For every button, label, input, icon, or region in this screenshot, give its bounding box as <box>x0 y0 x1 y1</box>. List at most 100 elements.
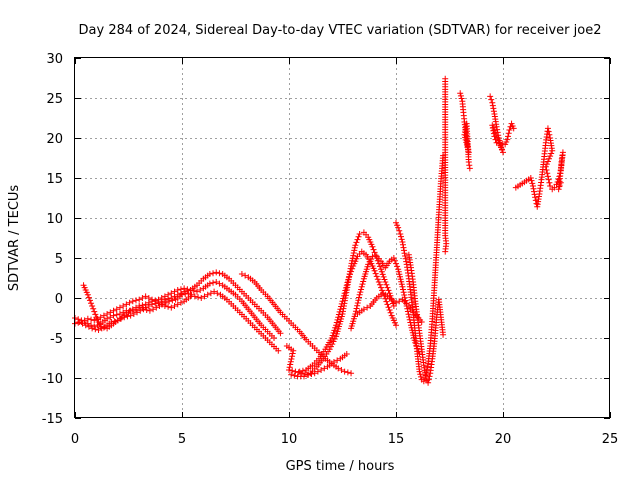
data-point-marker <box>166 298 173 305</box>
data-point-marker <box>132 297 139 304</box>
data-point-marker <box>383 281 390 288</box>
y-tick-label: 20 <box>46 132 63 147</box>
data-point-marker <box>123 301 130 308</box>
data-point-marker <box>371 267 378 274</box>
data-point-marker <box>494 126 501 133</box>
data-point-marker <box>420 378 427 385</box>
data-point-marker <box>318 367 325 373</box>
data-point-marker <box>339 298 346 305</box>
data-point-marker <box>366 258 373 265</box>
data-point-marker <box>75 319 82 326</box>
data-point-marker <box>385 304 392 311</box>
data-point-marker <box>97 314 104 321</box>
data-point-marker <box>426 373 433 380</box>
data-point-marker <box>91 308 98 315</box>
data-point-marker <box>104 311 111 317</box>
data-point-marker <box>353 305 360 312</box>
data-point-marker <box>372 252 379 259</box>
data-point-marker <box>299 367 306 374</box>
data-point-marker <box>387 309 394 316</box>
data-point-marker <box>206 271 213 277</box>
data-point-marker <box>401 294 408 301</box>
data-points <box>72 75 566 386</box>
data-point-marker <box>90 305 97 312</box>
data-point-marker <box>393 299 399 306</box>
data-point-marker <box>338 300 345 307</box>
data-point-marker <box>548 150 555 157</box>
y-tick-label: -15 <box>42 412 63 427</box>
x-tick-label: 0 <box>71 432 79 447</box>
data-point-marker <box>529 180 536 187</box>
data-point-marker <box>85 294 92 301</box>
data-point-marker <box>110 307 117 314</box>
data-point-marker <box>403 303 410 309</box>
y-tick-label: 5 <box>55 252 63 267</box>
data-point-marker <box>335 365 342 372</box>
data-point-marker <box>378 266 385 273</box>
data-point-marker <box>351 247 358 254</box>
data-point-marker <box>487 93 494 100</box>
data-point-marker <box>527 175 534 181</box>
data-point-marker <box>100 312 107 319</box>
data-point-marker <box>195 294 202 301</box>
data-point-marker <box>355 233 362 240</box>
data-point-marker <box>85 323 92 330</box>
data-point-marker <box>547 183 554 189</box>
data-point-marker <box>425 376 432 383</box>
data-point-marker <box>335 311 342 318</box>
data-point-marker <box>544 173 551 180</box>
data-point-marker <box>493 123 500 130</box>
data-point-marker <box>275 347 282 354</box>
data-point-marker <box>354 236 361 243</box>
data-point-marker <box>505 130 512 137</box>
data-point-marker <box>350 250 357 256</box>
data-point-marker <box>357 289 364 296</box>
data-point-marker <box>544 158 551 165</box>
data-point-marker <box>402 253 409 259</box>
data-point-marker <box>177 299 184 306</box>
data-point-marker <box>158 295 165 301</box>
data-point-marker <box>120 309 127 316</box>
data-point-marker <box>352 308 359 315</box>
data-point-marker <box>404 305 411 312</box>
data-point-marker <box>397 276 404 283</box>
data-point-marker <box>277 330 284 337</box>
data-point-marker <box>466 162 473 169</box>
data-point-marker <box>95 327 102 333</box>
data-point-marker <box>136 303 143 309</box>
data-point-marker <box>532 194 539 201</box>
data-point-marker <box>543 161 550 168</box>
data-point-marker <box>136 296 143 303</box>
data-point-marker <box>78 319 85 325</box>
data-point-marker <box>300 373 307 380</box>
data-point-marker <box>401 292 408 299</box>
series-trace-d <box>72 293 194 327</box>
data-point-marker <box>402 297 409 304</box>
data-point-marker <box>107 309 114 316</box>
data-point-marker <box>89 325 96 332</box>
data-point-marker <box>393 260 399 267</box>
data-point-marker <box>545 128 552 135</box>
data-point-marker <box>333 322 340 329</box>
data-point-marker <box>89 303 96 309</box>
data-point-marker <box>330 338 337 345</box>
y-tick-label: 10 <box>46 212 63 227</box>
data-point-marker <box>329 332 336 339</box>
data-point-marker <box>341 290 348 297</box>
data-point-marker <box>406 313 413 320</box>
data-point-marker <box>286 364 293 371</box>
data-point-marker <box>390 255 397 261</box>
data-point-marker <box>398 278 405 285</box>
data-point-marker <box>417 373 424 380</box>
data-point-marker <box>304 371 311 378</box>
data-point-marker <box>546 131 553 138</box>
data-point-marker <box>402 255 409 262</box>
series-trace-h <box>296 248 399 375</box>
data-point-marker <box>344 279 351 286</box>
data-point-marker <box>124 313 131 320</box>
data-point-marker <box>289 367 296 374</box>
data-point-marker <box>542 163 549 170</box>
data-point-marker <box>491 133 498 140</box>
data-point-marker <box>490 108 497 115</box>
data-point-marker <box>395 224 402 231</box>
